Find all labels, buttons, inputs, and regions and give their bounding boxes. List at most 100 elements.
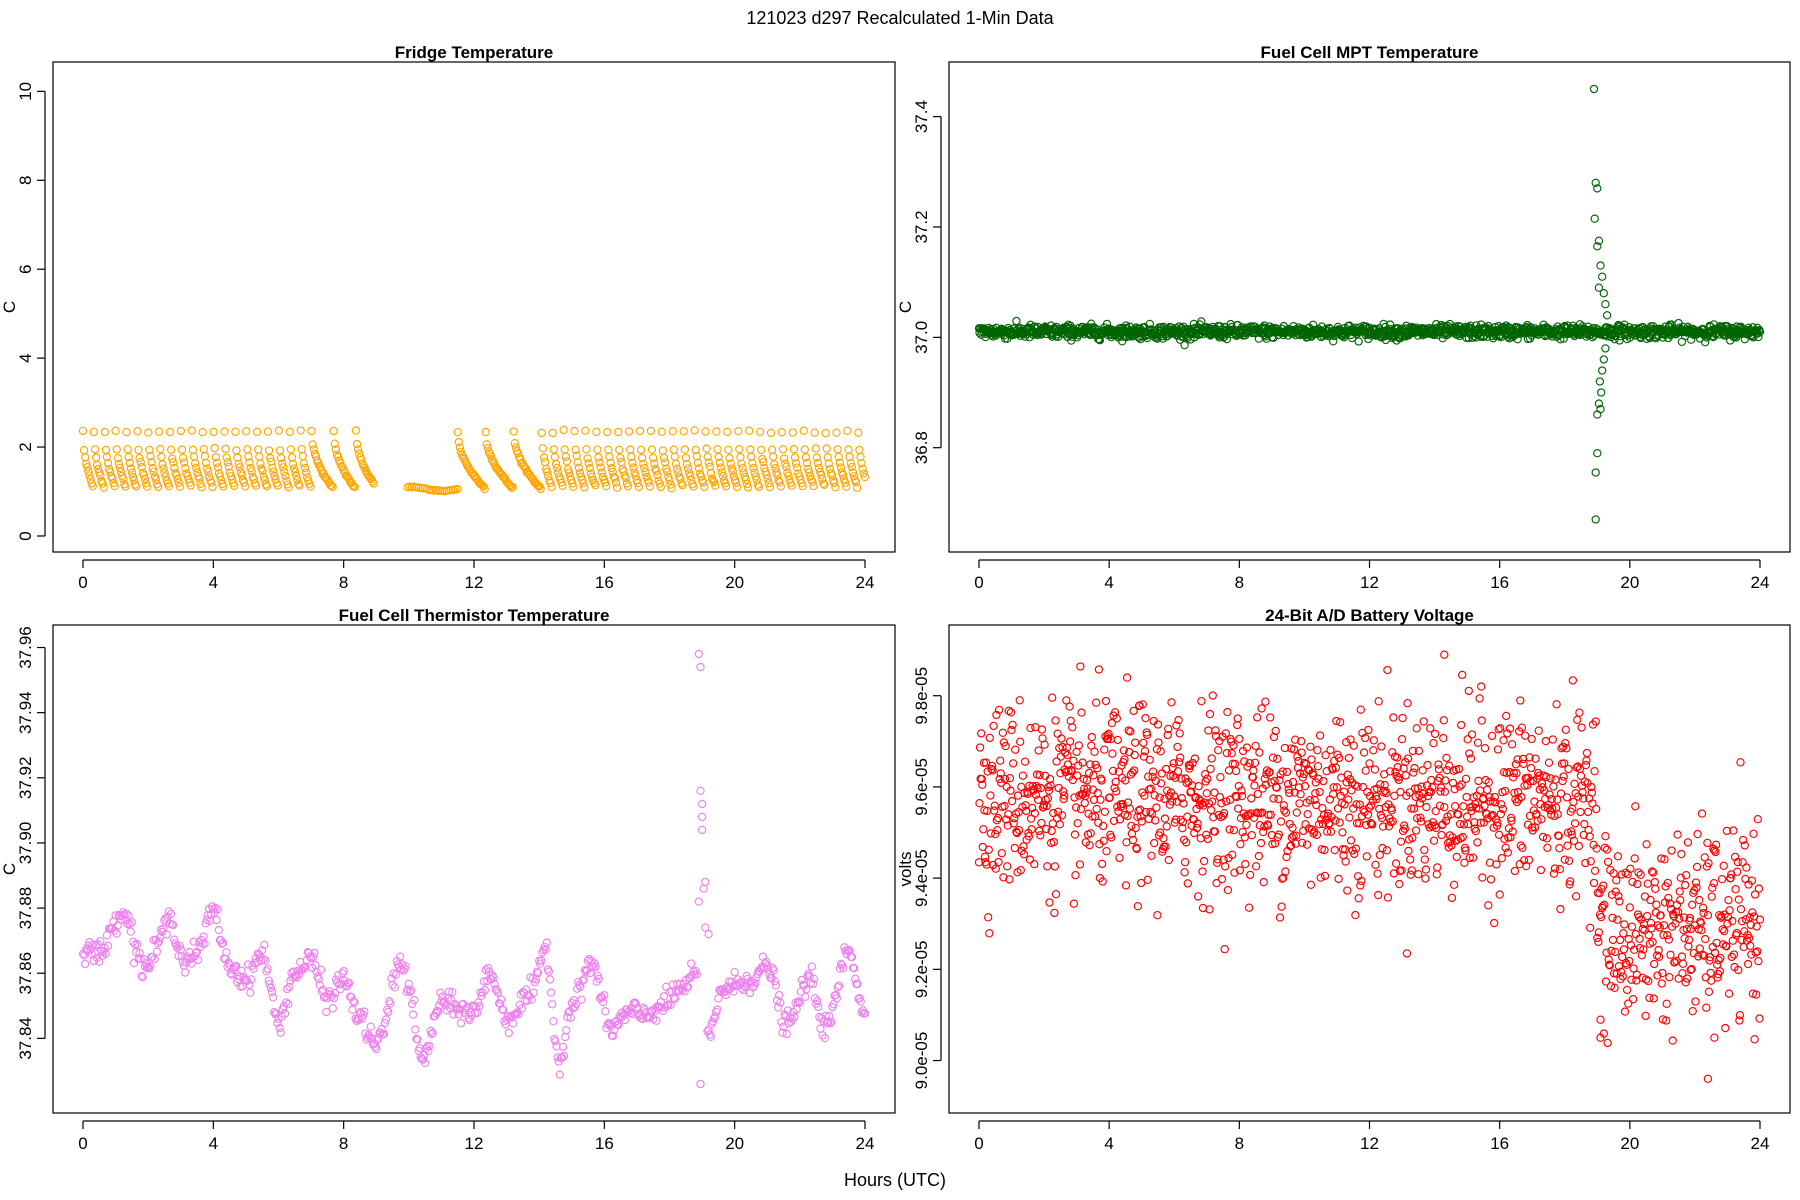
data-point [1378,843,1387,853]
data-point [1615,336,1624,345]
data-point [1549,869,1559,878]
data-point [1582,756,1591,765]
data-point [564,468,574,477]
data-point [1216,773,1225,782]
data-point [279,463,288,472]
data-point [241,482,250,491]
data-point [1603,1038,1612,1048]
data-point [1729,950,1739,959]
data-point [410,995,419,1005]
data-point [1076,662,1085,671]
data-point [1720,926,1729,936]
data-point [1334,753,1344,763]
data-point [455,443,465,452]
data-point [1682,925,1691,934]
data-point [1673,830,1682,839]
data-point [697,812,707,822]
data-point [1406,855,1415,864]
data-point [1005,875,1014,884]
data-point [607,1031,617,1040]
data-point [1344,753,1354,763]
data-point [114,459,124,469]
data-point [1508,827,1517,836]
data-point [379,1029,389,1039]
data-point [1593,933,1602,943]
data-point [728,467,737,476]
data-point [474,998,483,1007]
data-point [1435,801,1445,810]
data-point [1373,869,1382,878]
data-point [1383,893,1393,902]
data-point [1440,650,1449,659]
x-tick-label: 16 [595,573,614,592]
data-point [1622,985,1632,995]
data-point [1591,468,1600,477]
data-point [1234,781,1243,791]
y-axis-label: C [0,863,19,875]
data-point [771,981,781,990]
data-point [1086,760,1095,769]
data-point [350,998,359,1007]
data-point [1237,786,1246,795]
data-point [101,445,111,455]
data-point [322,1007,331,1017]
plot-frame [52,624,896,1114]
data-point [1210,788,1219,797]
data-point [1080,798,1089,808]
x-tick-label: 8 [339,1134,348,1153]
x-tick-label: 4 [209,573,218,592]
data-point [765,482,775,492]
data-point [1636,870,1645,879]
data-point [134,445,143,455]
data-point [628,458,637,468]
data-point [1362,820,1371,830]
data-point [1314,774,1323,783]
data-point [99,947,108,957]
data-point [425,1041,434,1051]
data-point [1141,807,1151,817]
data-point [497,995,506,1004]
data-point [1659,921,1669,930]
data-point [1416,813,1425,822]
data-point [548,428,557,438]
data-point [1193,892,1203,901]
data-point [1752,990,1761,999]
data-point [208,482,217,492]
data-point [1396,787,1405,797]
data-point [1162,822,1171,831]
data-point [657,1003,667,1012]
data-point [1192,823,1202,833]
data-point [1111,777,1120,787]
data-point [284,483,293,492]
data-point [1446,837,1455,847]
data-point [657,427,666,436]
data-point [1086,829,1095,838]
data-point [1115,853,1124,863]
data-point [1497,800,1506,809]
data-point [1459,820,1469,829]
data-point [211,453,220,462]
data-point [1137,878,1146,888]
data-point [1320,845,1329,855]
data-point [1214,746,1223,755]
data-point [1382,846,1392,855]
data-point [1330,845,1339,855]
data-point [176,426,186,436]
data-point [533,968,543,978]
data-point [1477,716,1486,725]
data-point [1229,826,1239,835]
data-point [1160,814,1170,823]
data-point [1033,784,1042,793]
data-point [790,1012,799,1022]
data-point [1126,727,1135,736]
data-point [1580,819,1589,829]
data-point [1122,673,1132,682]
data-point [306,482,315,491]
data-point [1707,976,1716,985]
data-point [807,962,816,971]
data-point [1483,785,1492,795]
data-point [714,452,723,462]
data-point [824,459,833,468]
data-point [1045,898,1054,907]
data-point [1576,771,1586,781]
